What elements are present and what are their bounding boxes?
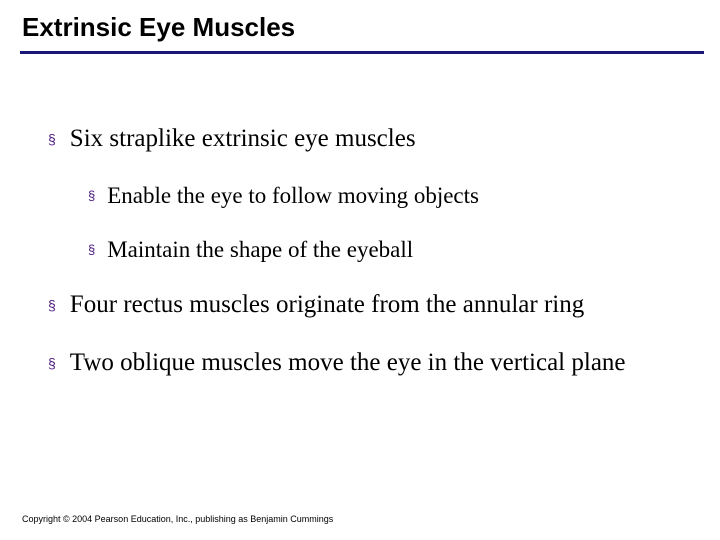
bullet-text: Four rectus muscles originate from the a… [70,290,584,320]
bullet-icon: § [88,236,95,264]
content-area: § Six straplike extrinsic eye muscles § … [0,54,720,378]
bullet-text: Maintain the shape of the eyeball [107,236,413,264]
bullet-icon: § [48,124,56,154]
list-item: § Four rectus muscles originate from the… [48,290,690,320]
bullet-text: Two oblique muscles move the eye in the … [70,348,626,378]
bullet-icon: § [48,348,56,378]
copyright-text: Copyright © 2004 Pearson Education, Inc.… [22,514,333,524]
bullet-text: Enable the eye to follow moving objects [107,182,479,210]
bullet-icon: § [88,182,95,210]
bullet-text: Six straplike extrinsic eye muscles [70,124,416,154]
list-item: § Enable the eye to follow moving object… [88,182,690,210]
slide-title: Extrinsic Eye Muscles [0,0,720,51]
bullet-icon: § [48,290,56,320]
list-item: § Maintain the shape of the eyeball [88,236,690,264]
list-item: § Six straplike extrinsic eye muscles [48,124,690,154]
list-item: § Two oblique muscles move the eye in th… [48,348,690,378]
